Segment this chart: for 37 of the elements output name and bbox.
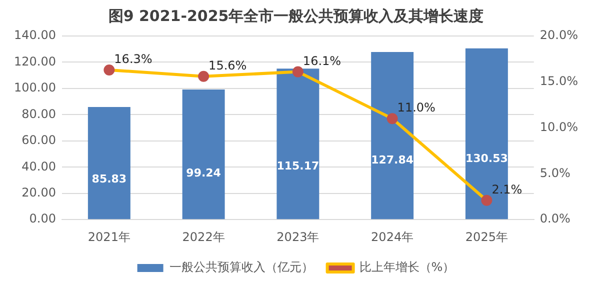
y2-tick-label: 0.0% bbox=[540, 212, 570, 226]
data-label: 16.1% bbox=[302, 54, 342, 68]
point bbox=[198, 70, 210, 82]
x-tick-label: 2024年 bbox=[371, 230, 414, 244]
x-tick-label: 2022年 bbox=[182, 230, 225, 244]
y-tick-label: 80.00 bbox=[22, 106, 56, 121]
x-tick-label: 2025年 bbox=[465, 230, 508, 244]
y2-tick-label: 5.0% bbox=[540, 166, 570, 180]
y-tick-label: 60.00 bbox=[22, 133, 56, 148]
x-tick-label: 2021年 bbox=[88, 230, 130, 244]
y-tick-label: 120.00 bbox=[14, 54, 56, 68]
point bbox=[104, 64, 115, 76]
legend-label: 比上年增长（%） bbox=[359, 260, 455, 274]
bar bbox=[276, 68, 320, 220]
data-label: 130.53 bbox=[465, 152, 508, 166]
bar bbox=[88, 107, 130, 220]
bar bbox=[182, 89, 225, 220]
point bbox=[481, 194, 492, 206]
data-label: 99.24 bbox=[186, 166, 222, 180]
y-tick-label: 0.00 bbox=[29, 212, 56, 226]
data-label: 127.84 bbox=[371, 153, 414, 166]
x-tick-label: 2023年 bbox=[276, 230, 320, 244]
y-tick-label: 40.00 bbox=[22, 159, 56, 174]
chart-title: 图9 2021-2025年全市一般公共预算收入及其增长速度 bbox=[108, 6, 484, 25]
data-label: 15.6% bbox=[208, 58, 247, 73]
y-tick-label: 100.00 bbox=[14, 80, 56, 95]
y-tick-label: 140.00 bbox=[14, 28, 56, 42]
data-label: 85.83 bbox=[92, 172, 127, 186]
y-tick-label: 20.00 bbox=[22, 185, 56, 200]
data-label: 115.17 bbox=[276, 159, 320, 172]
legend-label: 一般公共预算收入（亿元） bbox=[169, 260, 314, 274]
data-label: 16.3% bbox=[114, 52, 152, 66]
y2-tick-label: 20.0% bbox=[540, 28, 578, 42]
point bbox=[386, 113, 398, 124]
point bbox=[292, 66, 304, 78]
y2-tick-label: 15.0% bbox=[540, 74, 578, 88]
y2-tick-label: 10.0% bbox=[540, 120, 578, 134]
